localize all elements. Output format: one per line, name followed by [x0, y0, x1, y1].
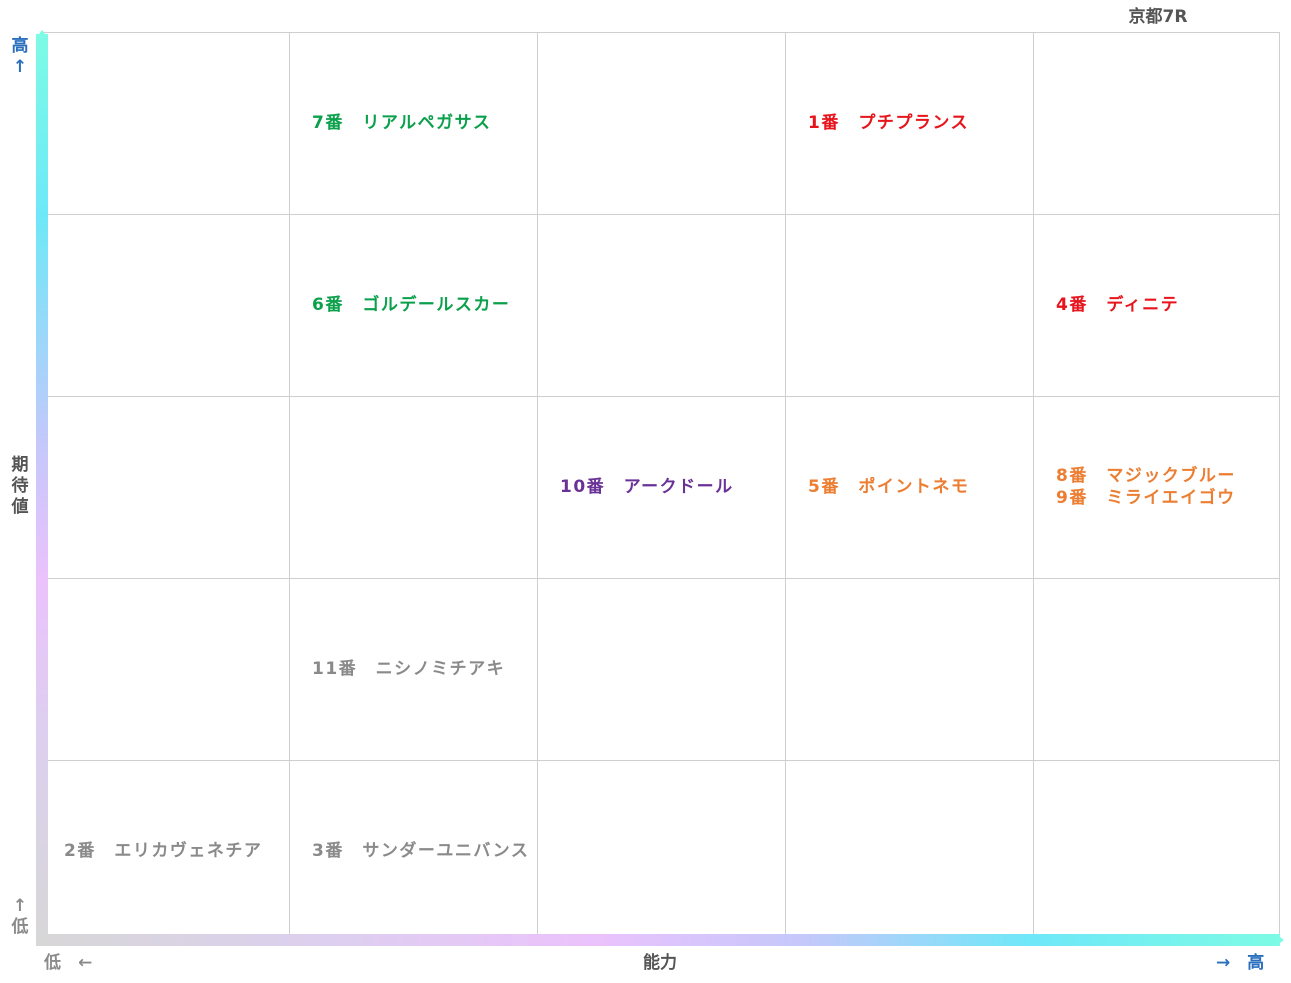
x-axis-high-label: → 高	[1216, 953, 1265, 973]
y-axis-high-label: 高 ↑	[8, 36, 32, 78]
up-arrow-icon: ↑	[12, 896, 28, 916]
x-axis-title: 能力	[643, 953, 677, 973]
grid-line	[42, 578, 1280, 579]
horse-label: 6番 ゴルデールスカー	[312, 295, 511, 315]
x-axis-bar	[36, 934, 1280, 946]
horse-label: 4番 ディニテ	[1056, 295, 1180, 315]
grid-line	[289, 32, 290, 938]
race-title: 京都7R	[1128, 7, 1188, 27]
horse-label: 1番 プチプランス	[808, 113, 969, 133]
grid-line	[42, 214, 1280, 215]
horse-label: 7番 リアルペガサス	[312, 113, 492, 133]
grid-line	[1033, 32, 1034, 938]
grid-line	[785, 32, 786, 938]
y-axis-title: 期 待 値	[8, 455, 32, 518]
grid-line	[42, 396, 1280, 397]
y-axis-arrowhead	[36, 30, 48, 38]
y-axis-title-char: 値	[11, 497, 29, 517]
grid-line	[537, 32, 538, 938]
up-arrow-icon: ↑	[12, 57, 28, 77]
y-axis-low-label: ↑ 低	[8, 896, 32, 938]
x-axis-low-label: 低 ←	[44, 953, 93, 973]
horse-label: 11番 ニシノミチアキ	[312, 659, 506, 679]
y-axis-bar	[36, 34, 48, 944]
grid-line	[42, 760, 1280, 761]
horse-label: 10番 アークドール	[560, 477, 734, 497]
x-axis-arrowhead	[1276, 934, 1284, 946]
chart-grid	[42, 32, 1280, 940]
y-axis-title-char: 期	[11, 455, 29, 475]
horse-label: 2番 エリカヴェネチア	[64, 841, 263, 861]
horse-label: 8番 マジックブルー 9番 ミライエイゴウ	[1056, 466, 1236, 508]
horse-label: 3番 サンダーユニバンス	[312, 841, 530, 861]
y-axis-title-char: 待	[11, 476, 29, 496]
horse-label: 5番 ポイントネモ	[808, 477, 970, 497]
